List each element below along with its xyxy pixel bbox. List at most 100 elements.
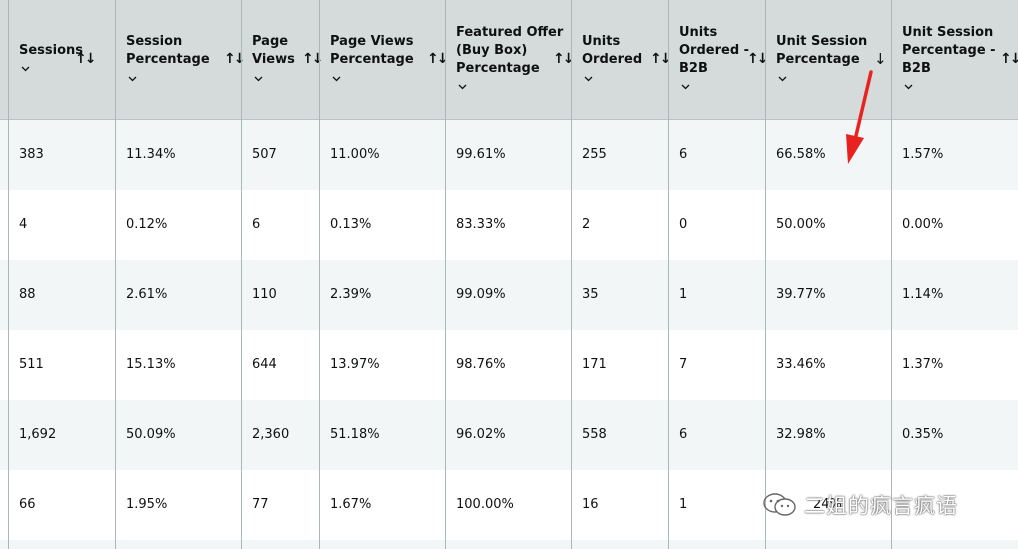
cell-session-percentage: 0.12% <box>126 217 168 232</box>
sort-both-icon[interactable]: ↑↓ <box>553 51 575 67</box>
column-header-label: Unit Session Percentage - B2B <box>902 25 996 76</box>
cell-session-percentage: 11.34% <box>126 147 176 162</box>
column-header-units-ordered-b2b[interactable]: Units Ordered - B2B ↑↓ <box>669 0 769 119</box>
column-header-label: Units Ordered - B2B <box>679 25 750 76</box>
cell-page-views-percentage: 1.67% <box>330 497 372 512</box>
chevron-down-icon[interactable] <box>254 74 263 83</box>
cell-units-ordered-b2b: 0 <box>679 217 688 232</box>
cell-units-ordered: 255 <box>582 147 607 162</box>
cell-featured-offer-percentage: 96.02% <box>456 427 506 442</box>
chevron-down-icon[interactable] <box>681 82 690 91</box>
column-header-page-views[interactable]: Page Views ↑↓ <box>242 0 324 119</box>
column-header-label: Page Views <box>252 34 295 67</box>
cell-featured-offer-percentage: 83.33% <box>456 217 506 232</box>
cell-page-views-percentage: 51.18% <box>330 427 380 442</box>
table-header-row: Sessions ↑↓ Session Percentage ↑↓ Page V… <box>0 0 1018 120</box>
cell-unit-session-percentage: 33.46% <box>776 357 826 372</box>
cell-units-ordered: 2 <box>582 217 591 232</box>
chevron-down-icon[interactable] <box>128 74 137 83</box>
sort-both-icon[interactable]: ↑↓ <box>427 51 449 67</box>
sort-both-icon[interactable]: ↑↓ <box>1000 51 1018 67</box>
cell-session-percentage: 2.61% <box>126 287 168 302</box>
column-divider <box>765 0 766 549</box>
cell-unit-session-percentage-b2b: 0.00% <box>902 217 944 232</box>
column-divider <box>571 0 572 549</box>
column-divider <box>319 0 320 549</box>
cell-units-ordered-b2b: 6 <box>679 427 688 442</box>
column-divider <box>8 0 9 549</box>
table-row: 88 2.61% 110 2.39% 99.09% 35 1 39.77% 1.… <box>0 260 1018 330</box>
column-divider <box>891 0 892 549</box>
column-header-unit-session-percentage-b2b[interactable]: Unit Session Percentage - B2B ↑↓ <box>892 0 1018 119</box>
watermark-text: 二姐的疯言疯语 <box>804 494 958 518</box>
sort-both-icon[interactable]: ↑↓ <box>302 51 324 67</box>
sort-both-icon[interactable]: ↑↓ <box>747 51 769 67</box>
cell-units-ordered-b2b: 7 <box>679 357 688 372</box>
column-divider <box>241 0 242 549</box>
column-header-label: Session Percentage <box>126 34 210 67</box>
cell-session-percentage: 50.09% <box>126 427 176 442</box>
column-header-unit-session-percentage[interactable]: Unit Session Percentage ↓ <box>766 0 891 119</box>
column-header-label: Sessions <box>19 43 84 58</box>
cell-units-ordered-b2b: 6 <box>679 147 688 162</box>
wechat-icon <box>763 493 796 516</box>
column-header-session-percentage[interactable]: Session Percentage ↑↓ <box>116 0 246 119</box>
cell-page-views: 507 <box>252 147 277 162</box>
cell-sessions: 66 <box>19 497 36 512</box>
cell-page-views: 2,360 <box>252 427 290 442</box>
cell-page-views-percentage: 0.13% <box>330 217 372 232</box>
column-header-label: Units Ordered <box>582 34 643 67</box>
cell-sessions: 88 <box>19 287 36 302</box>
chevron-down-icon[interactable] <box>332 74 341 83</box>
watermark: 二姐的疯言疯语 <box>762 490 958 520</box>
cell-page-views-percentage: 13.97% <box>330 357 380 372</box>
cell-unit-session-percentage: 66.58% <box>776 147 826 162</box>
cell-unit-session-percentage: 39.77% <box>776 287 826 302</box>
chevron-down-icon[interactable] <box>904 82 913 91</box>
cell-unit-session-percentage: 24% <box>813 497 842 512</box>
cell-featured-offer-percentage: 98.76% <box>456 357 506 372</box>
cell-featured-offer-percentage: 99.61% <box>456 147 506 162</box>
sort-descending-icon[interactable]: ↓ <box>874 50 887 68</box>
cell-unit-session-percentage: 50.00% <box>776 217 826 232</box>
cell-page-views: 110 <box>252 287 277 302</box>
cell-units-ordered-b2b: 1 <box>679 497 688 512</box>
chevron-down-icon[interactable] <box>21 64 30 73</box>
cell-unit-session-percentage-b2b: 1.14% <box>902 287 944 302</box>
sort-both-icon[interactable]: ↑↓ <box>650 51 672 67</box>
cell-page-views: 77 <box>252 497 269 512</box>
cell-featured-offer-percentage: 99.09% <box>456 287 506 302</box>
cell-featured-offer-percentage: 100.00% <box>456 497 514 512</box>
table-row: 66 1.95% 77 1.67% 100.00% 16 1 24% <box>0 470 1018 540</box>
cell-page-views: 644 <box>252 357 277 372</box>
cell-page-views-percentage: 2.39% <box>330 287 372 302</box>
column-divider <box>445 0 446 549</box>
cell-units-ordered-b2b: 1 <box>679 287 688 302</box>
column-header-label: Page Views Percentage <box>330 34 414 67</box>
cell-sessions: 1,692 <box>19 427 57 442</box>
column-header-featured-offer-percentage[interactable]: Featured Offer (Buy Box) Percentage ↑↓ <box>446 0 575 119</box>
cell-units-ordered: 35 <box>582 287 599 302</box>
chevron-down-icon[interactable] <box>778 74 787 83</box>
column-divider <box>668 0 669 549</box>
column-header-sessions[interactable]: Sessions ↑↓ <box>9 0 115 119</box>
cell-unit-session-percentage-b2b: 1.37% <box>902 357 944 372</box>
chevron-down-icon[interactable] <box>458 82 467 91</box>
cell-unit-session-percentage: 32.98% <box>776 427 826 442</box>
table-row <box>0 540 1018 549</box>
sort-both-icon[interactable]: ↑↓ <box>224 51 246 67</box>
column-header-label: Unit Session Percentage <box>776 34 868 67</box>
column-header-page-views-percentage[interactable]: Page Views Percentage ↑↓ <box>320 0 449 119</box>
cell-sessions: 4 <box>19 217 28 232</box>
chevron-down-icon[interactable] <box>584 74 593 83</box>
column-header-units-ordered[interactable]: Units Ordered ↑↓ <box>572 0 672 119</box>
cell-page-views: 6 <box>252 217 261 232</box>
cell-units-ordered: 16 <box>582 497 599 512</box>
column-header-label: Featured Offer (Buy Box) Percentage <box>456 25 564 76</box>
sort-both-icon[interactable]: ↑↓ <box>75 51 97 67</box>
cell-units-ordered: 558 <box>582 427 607 442</box>
table-row: 4 0.12% 6 0.13% 83.33% 2 0 50.00% 0.00% <box>0 190 1018 260</box>
cell-unit-session-percentage-b2b: 1.57% <box>902 147 944 162</box>
cell-session-percentage: 1.95% <box>126 497 168 512</box>
